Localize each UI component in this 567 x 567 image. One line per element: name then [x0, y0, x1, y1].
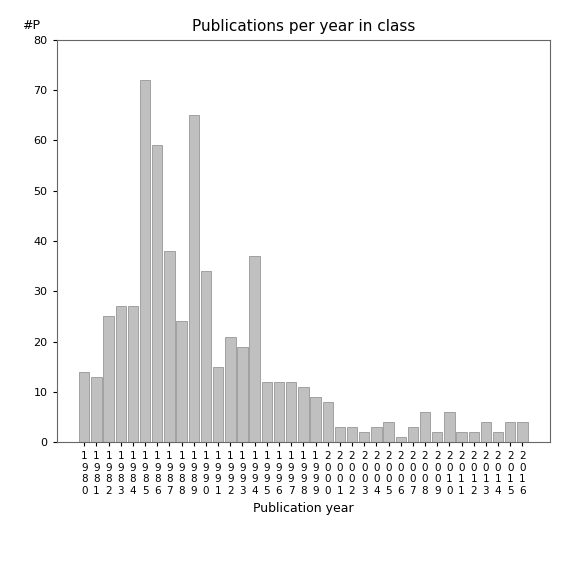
Bar — [189, 115, 199, 442]
Bar — [359, 432, 369, 442]
Title: Publications per year in class: Publications per year in class — [192, 19, 415, 35]
Bar — [286, 382, 297, 442]
Bar — [225, 337, 235, 442]
Bar — [420, 412, 430, 442]
Bar — [517, 422, 527, 442]
Bar — [116, 306, 126, 442]
Bar — [444, 412, 455, 442]
Bar — [213, 367, 223, 442]
Bar — [323, 402, 333, 442]
Bar — [468, 432, 479, 442]
Bar — [347, 427, 357, 442]
Bar — [152, 145, 163, 442]
Bar — [481, 422, 491, 442]
Bar — [383, 422, 393, 442]
Bar — [261, 382, 272, 442]
Bar — [310, 397, 321, 442]
Bar — [396, 437, 406, 442]
Bar — [274, 382, 284, 442]
Bar — [456, 432, 467, 442]
Bar — [298, 387, 308, 442]
Bar — [371, 427, 382, 442]
X-axis label: Publication year: Publication year — [253, 502, 354, 515]
Bar — [335, 427, 345, 442]
Bar — [201, 271, 211, 442]
Bar — [140, 80, 150, 442]
Bar — [128, 306, 138, 442]
Bar — [79, 372, 90, 442]
Bar — [176, 321, 187, 442]
Bar — [103, 316, 114, 442]
Bar — [238, 346, 248, 442]
Bar — [505, 422, 515, 442]
Bar — [164, 251, 175, 442]
Bar — [249, 256, 260, 442]
Bar — [493, 432, 503, 442]
Text: #P: #P — [22, 19, 40, 32]
Bar — [91, 377, 101, 442]
Bar — [432, 432, 442, 442]
Bar — [408, 427, 418, 442]
